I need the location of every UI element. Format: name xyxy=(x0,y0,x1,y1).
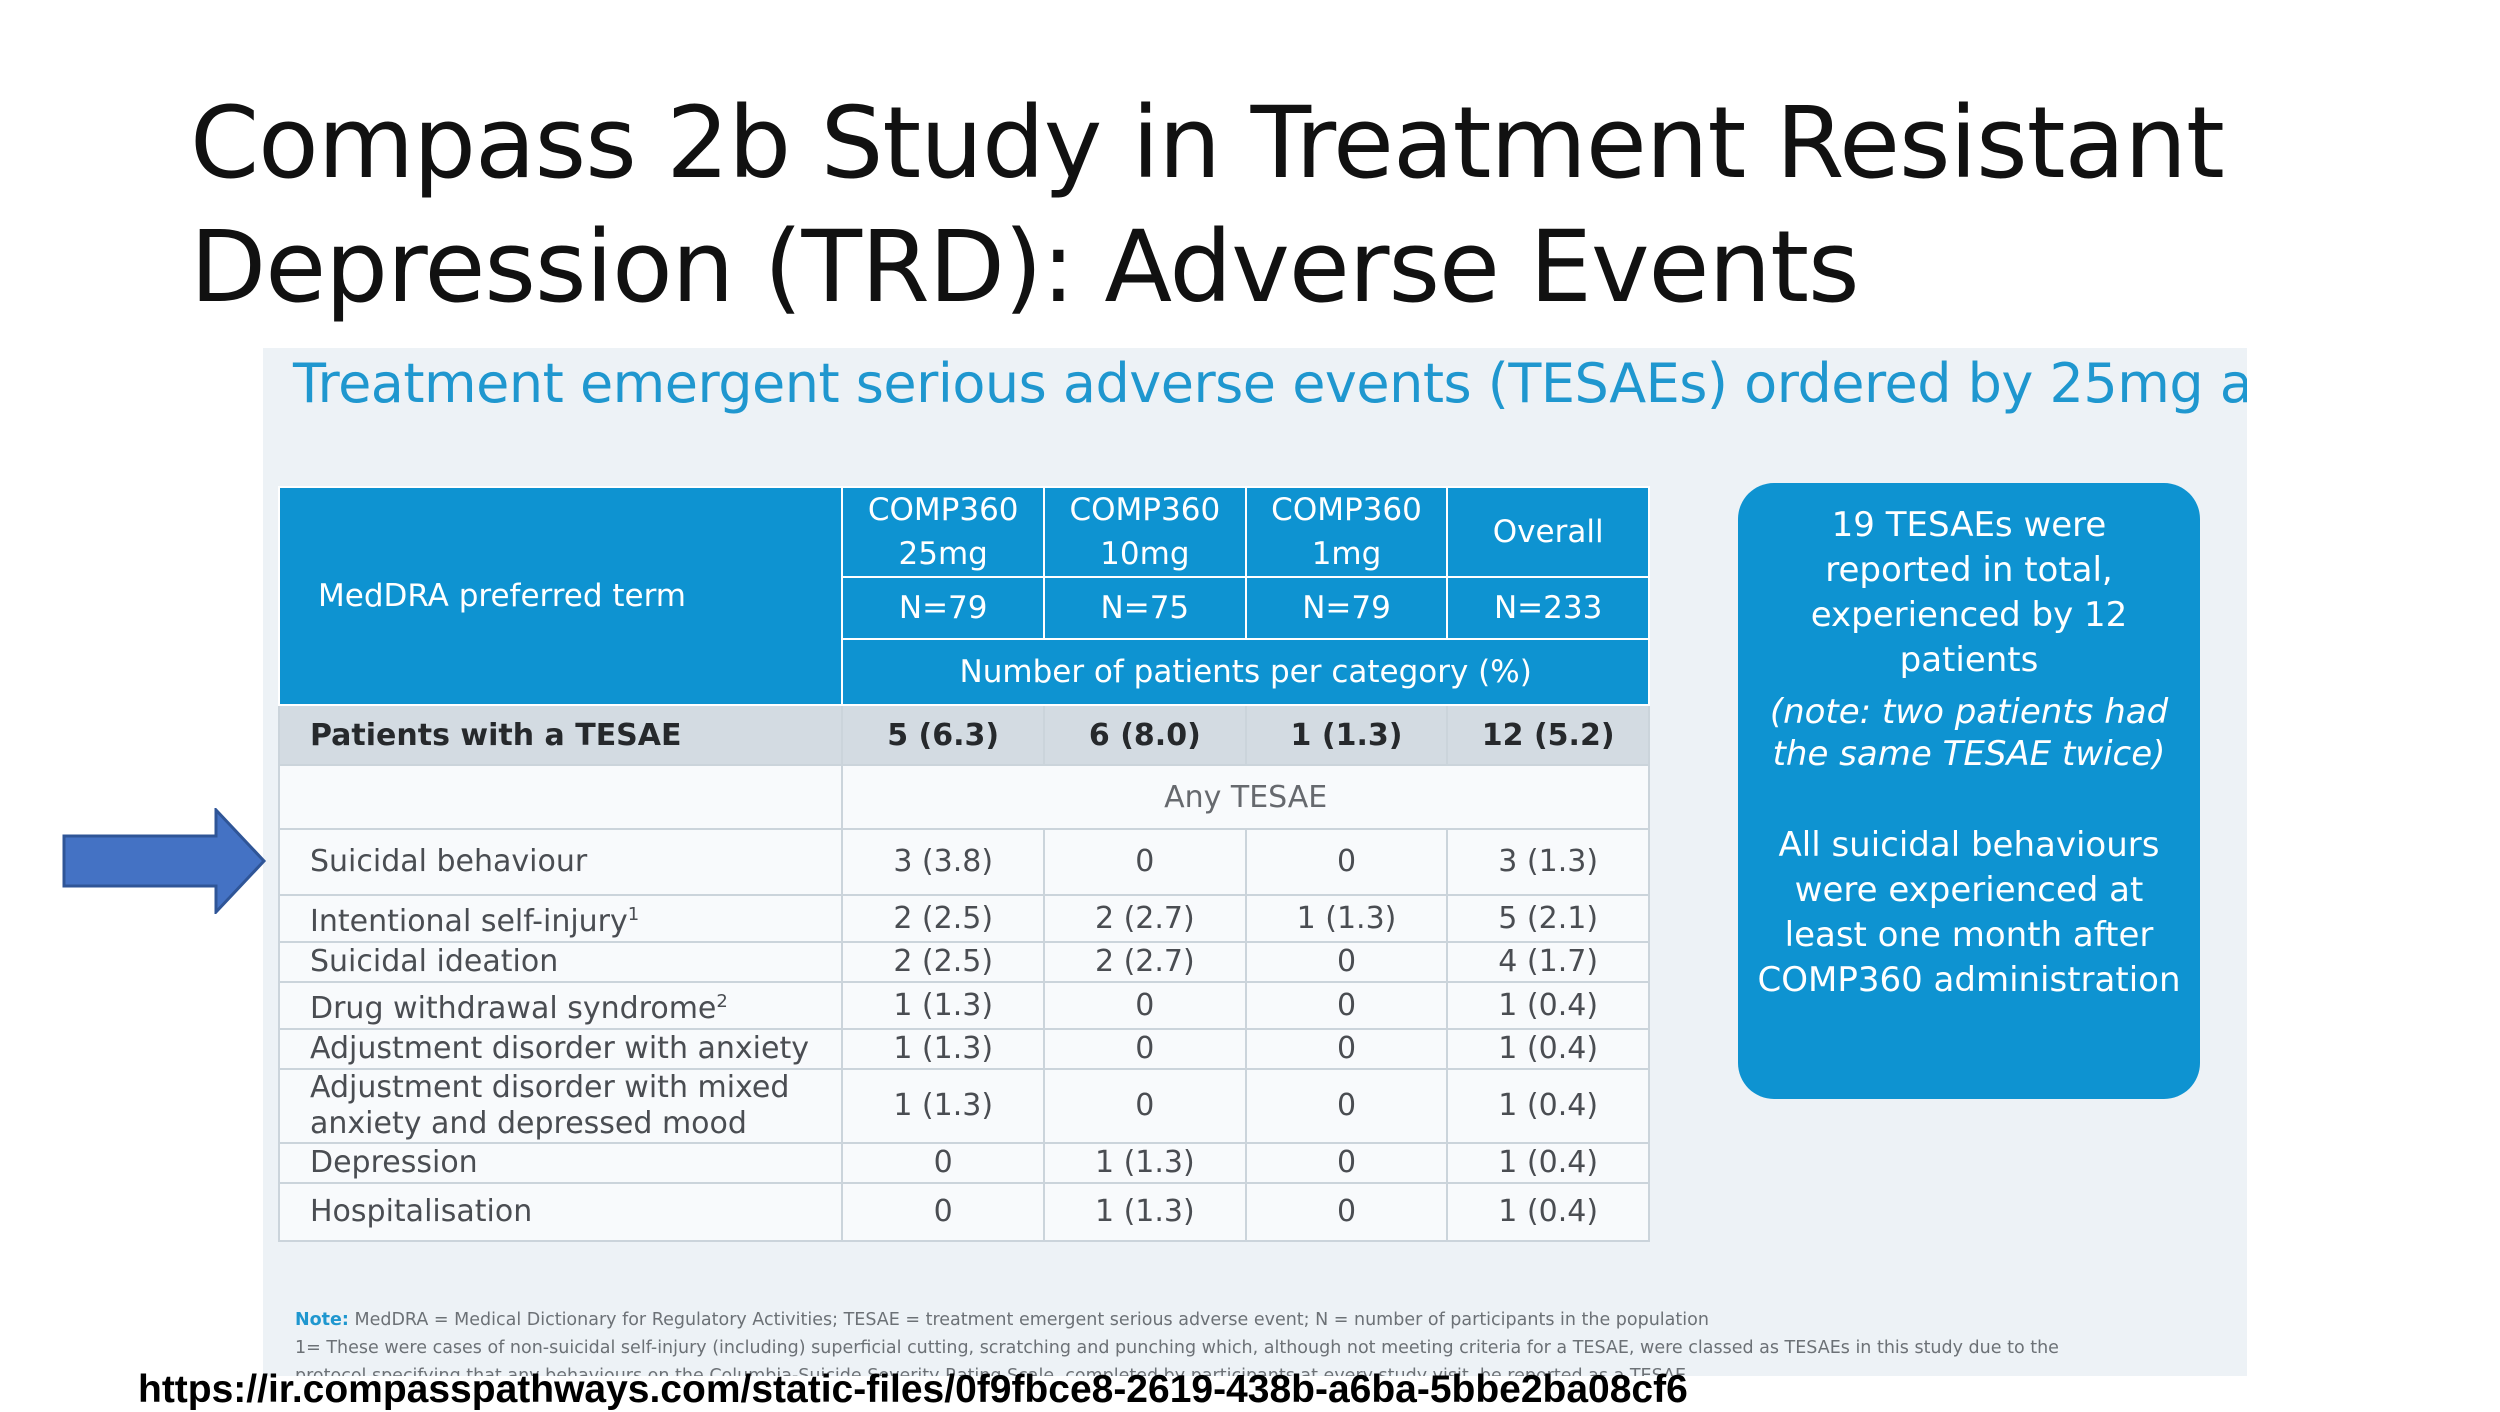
row-term: Adjustment disorder with mixed anxiety a… xyxy=(277,1068,844,1144)
row-term: Adjustment disorder with anxiety xyxy=(277,1028,844,1070)
arm-header-25mg: COMP360 25mg xyxy=(841,486,1046,578)
arm-header-1mg: COMP360 1mg xyxy=(1244,486,1449,578)
table-row-summary: Patients with a TESAE 5 (6.3) 6 (8.0) 1 … xyxy=(277,704,1650,766)
table-row-any-tesae: Any TESAE xyxy=(277,764,1650,830)
arm-header-overall: Overall xyxy=(1446,486,1650,578)
cell-10mg: 2 (2.7) xyxy=(1043,894,1247,943)
cell-25mg: 0 xyxy=(841,1182,1046,1242)
cell-25mg: 0 xyxy=(841,1142,1046,1184)
callout-summary: 19 TESAEs were reported in total, experi… xyxy=(1810,505,2128,680)
panel-heading: Treatment emergent serious adverse event… xyxy=(293,352,2247,415)
cell-overall: 1 (0.4) xyxy=(1446,1068,1650,1144)
row-term: Depression xyxy=(277,1142,844,1184)
cell-10mg: 0 xyxy=(1043,1028,1247,1070)
footnote-line-2: 1= These were cases of non-suicidal self… xyxy=(295,1338,2059,1358)
n-header-overall: N=233 xyxy=(1446,576,1650,640)
slide-title-line-1: Compass 2b Study in Treatment Resistant xyxy=(190,86,2225,201)
cell-1mg: 0 xyxy=(1244,828,1449,896)
summary-value-10mg: 6 (8.0) xyxy=(1043,704,1247,766)
table-row: Suicidal behaviour 3 (3.8) 0 0 3 (1.3) xyxy=(277,828,1650,896)
source-url: https://ir.compasspathways.com/static-fi… xyxy=(138,1368,1688,1411)
table-row: Suicidal ideation 2 (2.5) 2 (2.7) 0 4 (1… xyxy=(277,941,1650,983)
slide-title-line-2: Depression (TRD): Adverse Events xyxy=(190,210,1860,325)
callout-note: (note: two patients had the same TESAE t… xyxy=(1769,692,2169,774)
unit-label: Number of patients per category (%) xyxy=(841,638,1650,706)
row-term: Drug withdrawal syndrome2 xyxy=(277,981,844,1030)
cell-overall: 1 (0.4) xyxy=(1446,981,1650,1030)
cell-10mg: 0 xyxy=(1043,981,1247,1030)
right-arrow-icon xyxy=(62,808,267,914)
summary-value-overall: 12 (5.2) xyxy=(1446,704,1650,766)
table-header-unit-row: Number of patients per category (%) xyxy=(279,638,1650,706)
cell-25mg: 2 (2.5) xyxy=(841,941,1046,983)
table-row: Adjustment disorder with mixed anxiety a… xyxy=(277,1068,1650,1144)
row-term: Suicidal behaviour xyxy=(277,828,844,896)
n-header-1mg: N=79 xyxy=(1244,576,1449,640)
n-header-25mg: N=79 xyxy=(841,576,1046,640)
cell-1mg: 0 xyxy=(1244,981,1449,1030)
footnote-line-1: Note: MedDRA = Medical Dictionary for Re… xyxy=(295,1310,1709,1330)
cell-10mg: 2 (2.7) xyxy=(1043,941,1247,983)
cell-overall: 1 (0.4) xyxy=(1446,1182,1650,1242)
table-header-arm-row: MedDRA preferred term COMP360 25mg COMP36… xyxy=(277,486,1650,706)
footnote-marker: 2 xyxy=(716,991,728,1012)
tesae-summary-callout: 19 TESAEs were reported in total, experi… xyxy=(1738,483,2200,1099)
n-header-10mg: N=75 xyxy=(1043,576,1247,640)
embedded-figure-panel: Treatment emergent serious adverse event… xyxy=(263,348,2247,1376)
footnote-line-3: protocol specifying that any behaviours … xyxy=(295,1366,1687,1376)
cell-25mg: 1 (1.3) xyxy=(841,981,1046,1030)
cell-overall: 4 (1.7) xyxy=(1446,941,1650,983)
table-row: Depression 0 1 (1.3) 0 1 (0.4) xyxy=(277,1142,1650,1184)
callout-statement: All suicidal behaviours were experienced… xyxy=(1757,825,2181,1000)
any-tesae-spacer xyxy=(277,764,844,830)
summary-value-25mg: 5 (6.3) xyxy=(841,704,1046,766)
footnote-key: Note: xyxy=(295,1310,349,1330)
cell-1mg: 0 xyxy=(1244,1182,1449,1242)
row-term: Hospitalisation xyxy=(277,1182,844,1242)
cell-1mg: 1 (1.3) xyxy=(1244,894,1449,943)
summary-value-1mg: 1 (1.3) xyxy=(1244,704,1449,766)
cell-10mg: 1 (1.3) xyxy=(1043,1142,1247,1184)
table-footnotes: Note: MedDRA = Medical Dictionary for Re… xyxy=(295,1306,2225,1376)
table-row: Drug withdrawal syndrome2 1 (1.3) 0 0 1 … xyxy=(277,981,1650,1030)
cell-25mg: 3 (3.8) xyxy=(841,828,1046,896)
term-column-header: MedDRA preferred term xyxy=(277,486,844,706)
row-term: Suicidal ideation xyxy=(277,941,844,983)
summary-term: Patients with a TESAE xyxy=(277,704,844,766)
cell-10mg: 0 xyxy=(1043,828,1247,896)
cell-overall: 1 (0.4) xyxy=(1446,1028,1650,1070)
cell-25mg: 1 (1.3) xyxy=(841,1028,1046,1070)
tesae-table: MedDRA preferred term COMP360 25mg COMP36… xyxy=(277,486,1650,1242)
table-row: Intentional self-injury1 2 (2.5) 2 (2.7)… xyxy=(277,894,1650,943)
arm-header-10mg: COMP360 10mg xyxy=(1043,486,1247,578)
footnote-marker: 1 xyxy=(627,904,640,925)
cell-1mg: 0 xyxy=(1244,1068,1449,1144)
table-row: Adjustment disorder with anxiety 1 (1.3)… xyxy=(277,1028,1650,1070)
cell-overall: 5 (2.1) xyxy=(1446,894,1650,943)
cell-overall: 3 (1.3) xyxy=(1446,828,1650,896)
cell-25mg: 1 (1.3) xyxy=(841,1068,1046,1144)
cell-1mg: 0 xyxy=(1244,1028,1449,1070)
any-tesae-label: Any TESAE xyxy=(841,764,1650,830)
cell-1mg: 0 xyxy=(1244,1142,1449,1184)
slide-title: Compass 2b Study in Treatment Resistant … xyxy=(190,82,2340,330)
cell-overall: 1 (0.4) xyxy=(1446,1142,1650,1184)
cell-1mg: 0 xyxy=(1244,941,1449,983)
cell-10mg: 0 xyxy=(1043,1068,1247,1144)
cell-25mg: 2 (2.5) xyxy=(841,894,1046,943)
row-term: Intentional self-injury1 xyxy=(277,894,844,943)
cell-10mg: 1 (1.3) xyxy=(1043,1182,1247,1242)
table-header-n-row: N=79 N=75 N=79 N=233 xyxy=(279,576,1650,640)
table-row: Hospitalisation 0 1 (1.3) 0 1 (0.4) xyxy=(277,1182,1650,1242)
